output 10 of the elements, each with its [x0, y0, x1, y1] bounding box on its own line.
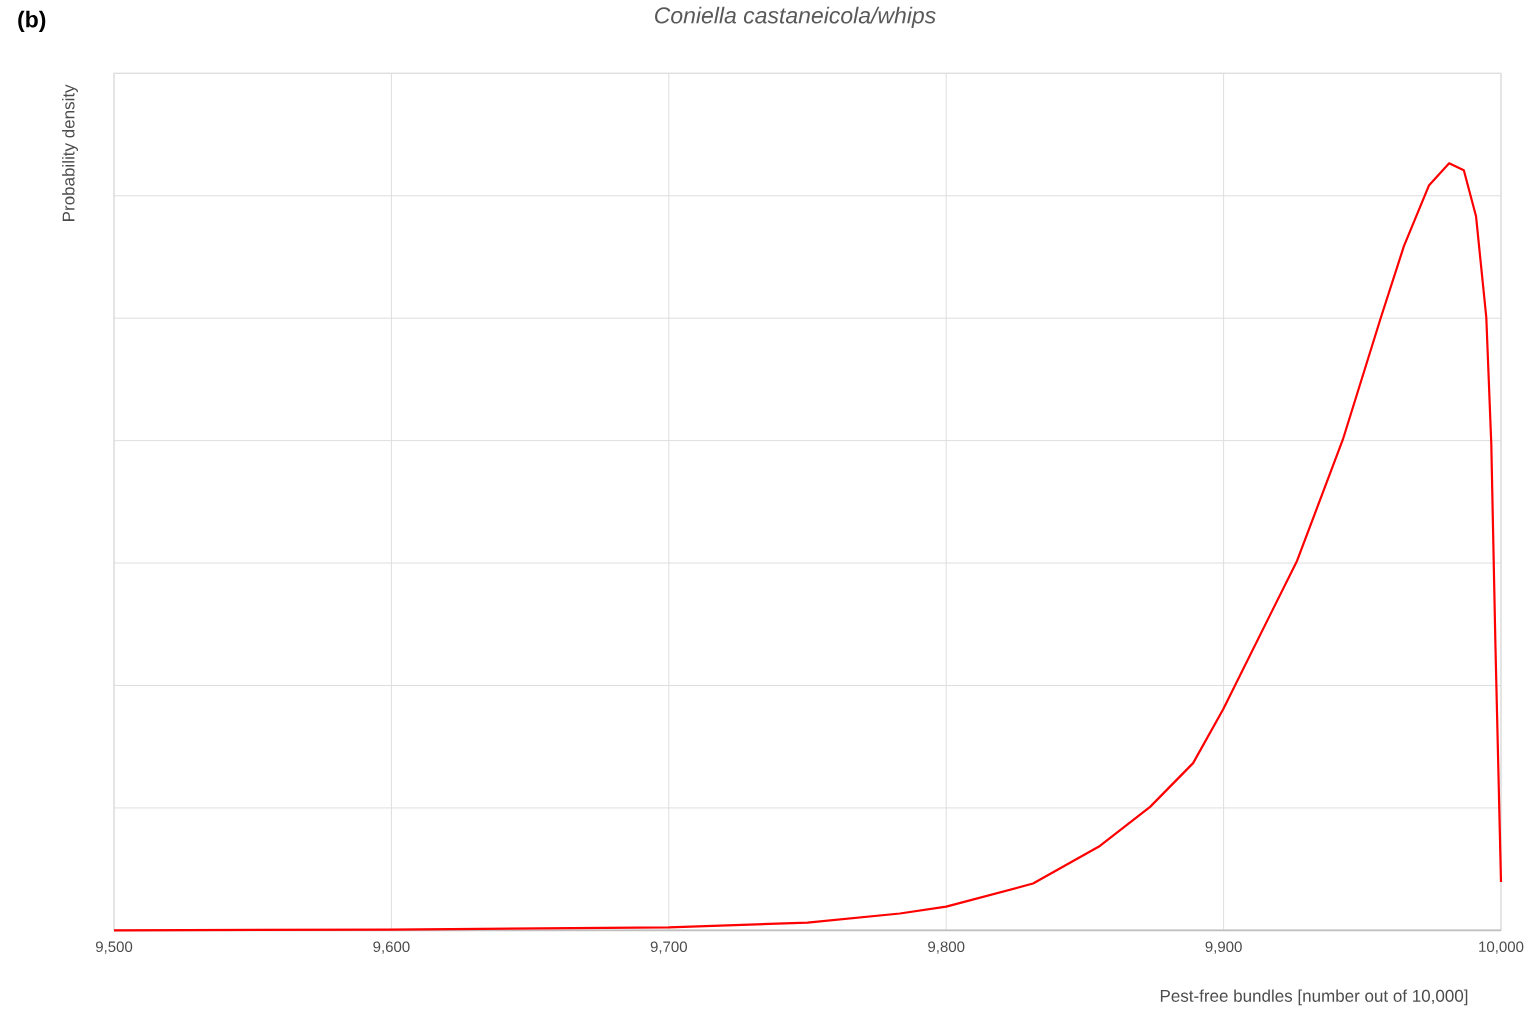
x-tick-label: 9,500: [95, 941, 133, 954]
x-tick-label: 9,800: [928, 941, 965, 954]
x-tick-label: 9,900: [1205, 941, 1242, 954]
x-tick-label: 9,700: [650, 941, 687, 954]
text: (b): [18, 10, 46, 33]
x-tick-label: 10,000: [1479, 941, 1524, 954]
x-tick-label: 9,600: [373, 941, 410, 954]
x-axis-title: Pest-free bundles [number out of 10,000]: [1160, 989, 1468, 1006]
chart-title: Coniella castaneicola/whips: [655, 6, 936, 29]
y-axis-title: Probability density: [62, 84, 78, 221]
